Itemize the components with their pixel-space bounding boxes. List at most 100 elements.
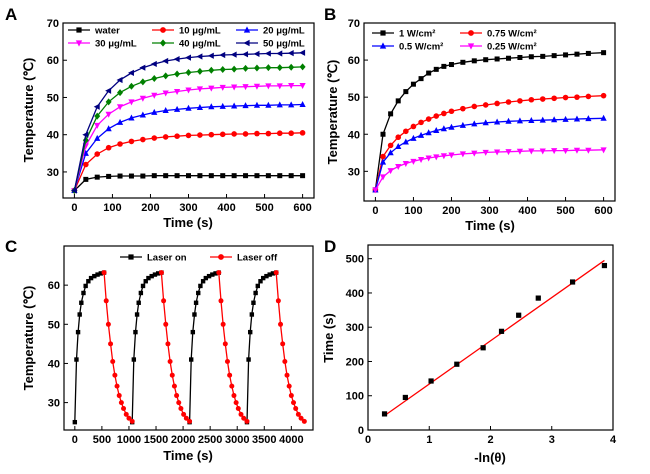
panel-c-series-1-cycle-3-point: [295, 411, 301, 417]
panel-b-series-2-point: [600, 114, 607, 121]
panel-c-legend-label: Laser on: [147, 253, 187, 264]
panel-b-series-3-point: [505, 149, 512, 156]
panel-a-series-3-point: [242, 84, 249, 91]
panel-b-letter: B: [324, 5, 336, 24]
panel-b-series-3-point: [482, 149, 489, 156]
panel-a-series-2-point: [208, 103, 215, 110]
panel-b-series-2-point: [459, 121, 466, 128]
panel-a-ytick-label: 40: [47, 130, 59, 142]
panel-b-series-1-point: [387, 142, 394, 149]
panel-b-xtick-label: 0: [372, 205, 378, 217]
panel-c-series-1-cycle-1-point: [183, 415, 189, 421]
panel-a-series-1-point: [83, 161, 89, 168]
panel-a-series-3-point: [105, 111, 112, 118]
panel-c-series-1-cycle-1-point: [161, 298, 167, 304]
panel-a-series-0-point: [106, 173, 112, 179]
panel-c-series-0-cycle-2-point: [210, 272, 215, 277]
panel-b-ytick-label: 40: [348, 129, 360, 141]
panel-a-series-2-point: [299, 101, 306, 108]
panel-c-series-0-cycle-0-point: [95, 272, 100, 277]
panel-d-xtick-label: 4: [610, 434, 617, 446]
panel-c-series-0-cycle-0-line: [74, 271, 105, 423]
panel-c-series-0-cycle-3-point: [251, 300, 256, 305]
panel-b-series-1-point: [574, 94, 580, 100]
panel-a-letter: A: [5, 5, 17, 24]
panel-c-series-1-cycle-0-point: [103, 298, 109, 304]
panel-d-plot: [381, 259, 608, 417]
panel-a-series-5-point: [196, 53, 203, 60]
panel-b-series-0-point: [563, 52, 569, 58]
panel-d-point: [454, 361, 460, 367]
panel-a-series-3-point: [116, 104, 124, 111]
panel-a-series-5-point: [264, 50, 271, 57]
panel-c-series-0-cycle-3-point: [255, 283, 260, 289]
panel-d-letter: D: [324, 237, 336, 256]
panel-a-series-4-point: [162, 72, 169, 80]
panel-c-series-0-cycle-1-point: [131, 357, 137, 362]
panel-b-series-2-point: [516, 117, 524, 124]
panel-d-point: [498, 328, 505, 334]
panel-c-series-0-cycle-2-point: [198, 283, 203, 289]
panel-a-series-1-point: [242, 131, 249, 137]
panel-a-series-4-point: [208, 66, 215, 74]
panel-a-series-2-point: [173, 105, 181, 112]
panel-a-series-1-point: [265, 130, 272, 137]
panel-b-series-1-point: [482, 102, 489, 108]
panel-c-series-0-cycle-2-point: [196, 290, 201, 296]
panel-a-series-4-point: [174, 70, 181, 78]
panel-a-series-5-point: [185, 54, 191, 61]
panel-b-series-3-point: [387, 168, 394, 175]
panel-a-series-0-point: [186, 173, 191, 179]
panel-c-series-1-cycle-3-point: [293, 405, 299, 411]
panel-a-series-2-point: [196, 104, 204, 111]
panel-c-series-1-cycle-1-point: [171, 383, 177, 389]
panel-c-series-0-cycle-1-point: [136, 300, 141, 305]
panel-a-legend-marker: [76, 27, 82, 33]
panel-a-series-0-point: [83, 176, 89, 182]
panel-c-series-1-cycle-0-point: [112, 372, 118, 378]
panel-b-series-2-point: [505, 117, 512, 124]
panel-c-series-1-cycle-2-point: [216, 270, 222, 276]
panel-b-ytick-label: 60: [348, 55, 360, 67]
panel-c-series-1-cycle-0-point: [105, 321, 111, 327]
panel-a-series-0-point: [140, 173, 146, 179]
panel-c-series-1-cycle-3-line: [275, 272, 305, 422]
panel-c-series-0-cycle-1-point: [138, 290, 144, 296]
panel-b-series-0-point: [448, 62, 454, 68]
panel-a-series-0-point: [174, 173, 180, 179]
panel-b-series-2-point: [395, 142, 402, 149]
panel-a-legend-marker: [75, 40, 83, 47]
panel-b-plot: [372, 50, 607, 194]
panel-a-series-3-point: [231, 84, 238, 91]
panel-c-series-1-cycle-3-point: [278, 321, 284, 327]
panel-a-series-1-point: [151, 135, 158, 141]
panel-a-series-0-point: [151, 173, 157, 179]
panel-a-series-0-point: [117, 173, 123, 179]
panel-c-plot: [72, 270, 307, 425]
panel-c-series-1-cycle-2-point: [229, 383, 235, 389]
panel-c-series-0-cycle-2-point: [213, 271, 218, 276]
panel-c-series-0-cycle-1-line: [131, 271, 162, 423]
panel-a-xlabel: Time (s): [163, 215, 213, 230]
panel-a-series-2-point: [231, 102, 238, 109]
panel-d-ytick-label: 400: [346, 288, 364, 300]
panel-a-legend-marker: [159, 39, 167, 47]
panel-b-series-0-point: [483, 57, 489, 63]
panel-c-series-1-cycle-2-point: [235, 405, 241, 411]
panel-c-xtick-label: 3500: [252, 434, 276, 446]
panel-a-series-5-point: [82, 131, 89, 138]
panel-c-series-0-cycle-2-point: [200, 279, 206, 284]
panel-b-series-1-point: [433, 113, 440, 119]
panel-a-series-4-point: [185, 69, 192, 77]
panel-b-xtick-label: 600: [594, 205, 612, 217]
panel-b-series-2-point: [494, 118, 501, 125]
panel-b-series-3-point: [410, 158, 417, 165]
panel-b-series-2-point: [379, 158, 387, 165]
panel-a-ytick-label: 30: [47, 167, 59, 179]
panel-c-series-1-cycle-2-point: [238, 411, 244, 417]
panel-c-ytick-label: 60: [48, 280, 60, 292]
panel-b-ytick-label: 30: [348, 166, 360, 178]
panel-b-series-1-point: [418, 119, 424, 126]
panel-a: A 0 100 200 300 400 500 600 30 40 50 60 70 water 10 …: [5, 5, 315, 230]
panel-a-series-0-point: [197, 173, 203, 179]
